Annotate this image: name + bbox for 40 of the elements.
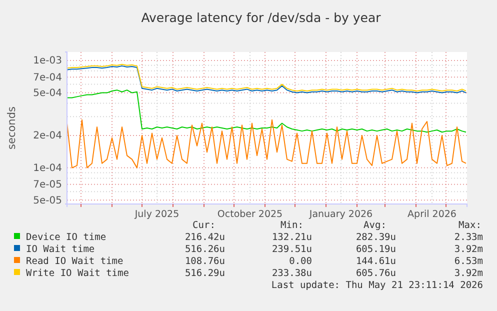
y-tick-label: 7e-05 xyxy=(33,180,62,191)
legend-label: IO Wait time xyxy=(26,244,95,255)
text: Max: xyxy=(458,220,482,231)
line-series xyxy=(66,90,466,133)
x-tick-label: January 2026 xyxy=(308,209,373,220)
y-tick-label: 5e-04 xyxy=(33,88,62,99)
text: 3.92m xyxy=(454,244,484,255)
text: Last update: Thu May 21 23:11:14 2026 xyxy=(271,280,484,291)
text: Avg: xyxy=(364,220,386,231)
text: 516.26u xyxy=(184,244,225,255)
text: 0.00 xyxy=(289,256,312,267)
text: 132.21u xyxy=(272,232,312,243)
y-tick-label: 5e-05 xyxy=(33,195,62,206)
line-series xyxy=(66,119,466,168)
text: 516.29u xyxy=(184,268,225,279)
text: 605.19u xyxy=(356,244,396,255)
text: 3.92m xyxy=(454,268,484,279)
text: 605.76u xyxy=(356,268,396,279)
text: 108.76u xyxy=(184,256,225,267)
text: Min: xyxy=(280,220,304,231)
text: Cur: xyxy=(192,220,216,231)
x-tick-label: April 2026 xyxy=(408,209,456,220)
y-tick-label: 1e-03 xyxy=(33,56,62,67)
text: 282.39u xyxy=(356,232,396,243)
legend-label: Read IO Wait time xyxy=(26,256,124,267)
text: 233.38u xyxy=(272,268,312,279)
text: 6.53m xyxy=(454,256,484,267)
x-tick-label: October 2025 xyxy=(217,209,283,220)
text: 239.51u xyxy=(272,244,312,255)
y-tick-label: 7e-04 xyxy=(33,72,62,84)
x-tick-label: July 2025 xyxy=(134,209,180,220)
y-axis-title: seconds xyxy=(6,106,18,150)
chart-title: Average latency for /dev/sda - by year xyxy=(141,10,382,25)
text: 2.33m xyxy=(454,232,484,243)
y-tick-label: 2e-04 xyxy=(33,130,62,142)
y-tick-label: 1e-04 xyxy=(33,163,62,174)
legend-label: Write IO Wait time xyxy=(26,268,130,279)
legend-label: Device IO time xyxy=(26,232,106,243)
text: 216.42u xyxy=(184,232,225,243)
text: 144.61u xyxy=(356,256,396,267)
